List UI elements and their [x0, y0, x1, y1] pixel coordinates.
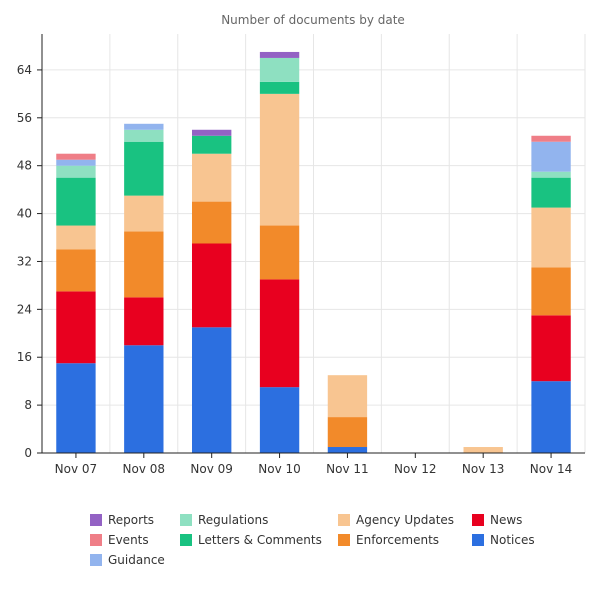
bar-segment-letters-comments[interactable] [531, 177, 571, 208]
legend-swatch [338, 534, 350, 546]
legend-swatch [338, 514, 350, 526]
bar-segment-reports[interactable] [192, 129, 232, 136]
x-tick-label: Nov 12 [394, 462, 437, 476]
bar-segment-enforcements[interactable] [531, 267, 571, 316]
legend-item[interactable]: News [472, 513, 522, 527]
legend-item[interactable]: Agency Updates [338, 513, 454, 527]
y-tick-label: 24 [17, 302, 32, 316]
legend-item[interactable]: Enforcements [338, 533, 439, 547]
x-tick-label: Nov 07 [55, 462, 98, 476]
bar-segment-notices[interactable] [124, 345, 164, 453]
bar-segment-notices[interactable] [531, 381, 571, 453]
bar-segment-regulations[interactable] [124, 129, 164, 142]
bar-stack [531, 135, 571, 453]
bar-segment-enforcements[interactable] [327, 417, 368, 448]
bar-segment-enforcements[interactable] [259, 225, 300, 280]
legend-swatch [180, 514, 192, 526]
x-tick-label: Nov 13 [462, 462, 505, 476]
legend-label: Enforcements [356, 533, 439, 547]
x-tick-label: Nov 11 [326, 462, 369, 476]
bar-segment-guidance[interactable] [531, 141, 571, 172]
x-tick-label: Nov 09 [190, 462, 233, 476]
bar-segment-agency-updates[interactable] [56, 225, 96, 250]
bar-segment-letters-comments[interactable] [56, 177, 96, 226]
y-tick-label: 0 [24, 446, 32, 460]
y-tick-label: 40 [17, 207, 32, 221]
bar-segment-enforcements[interactable] [124, 231, 164, 298]
axes [37, 34, 585, 458]
bar-stack [327, 375, 368, 453]
bar-segment-news[interactable] [56, 291, 96, 364]
legend-item[interactable]: Reports [90, 513, 154, 527]
legend-label: Notices [490, 533, 535, 547]
legend-item[interactable]: Regulations [180, 513, 268, 527]
bar-segment-enforcements[interactable] [56, 249, 96, 292]
bar-stack [463, 447, 503, 453]
bar-segment-regulations[interactable] [259, 57, 300, 82]
bar-segment-agency-updates[interactable] [531, 207, 571, 268]
y-tick-label: 56 [17, 111, 32, 125]
bar-segment-letters-comments[interactable] [192, 135, 232, 154]
legend-item[interactable]: Guidance [90, 553, 165, 567]
x-tick-label: Nov 08 [123, 462, 166, 476]
legend-swatch [472, 514, 484, 526]
bar-stack [192, 129, 232, 453]
bar-segment-news[interactable] [192, 243, 232, 328]
bar-segment-notices[interactable] [327, 447, 368, 453]
legend: Reports Events Guidance Regulations Letters … [90, 513, 535, 567]
bar-segment-notices[interactable] [259, 387, 300, 453]
y-tick-label: 48 [17, 159, 32, 173]
legend-swatch [472, 534, 484, 546]
bar-segment-agency-updates[interactable] [192, 153, 232, 202]
legend-label: Regulations [198, 513, 268, 527]
x-tick-label: Nov 14 [530, 462, 573, 476]
legend-label: Reports [108, 513, 154, 527]
bar-segment-reports[interactable] [259, 51, 300, 58]
y-axis-ticks: 0 8 16 24 32 40 48 56 64 [17, 63, 32, 460]
legend-label: Agency Updates [356, 513, 454, 527]
legend-label: Guidance [108, 553, 165, 567]
bar-segment-notices[interactable] [192, 327, 232, 453]
y-tick-label: 16 [17, 350, 32, 364]
bar-segment-events[interactable] [531, 135, 571, 142]
legend-label: Letters & Comments [198, 533, 322, 547]
bar-segment-news[interactable] [531, 315, 571, 382]
bar-segment-regulations[interactable] [56, 165, 96, 178]
bar-segment-news[interactable] [259, 279, 300, 388]
bar-stack [124, 123, 164, 453]
legend-swatch [180, 534, 192, 546]
grid-lines [42, 34, 586, 453]
bar-segment-agency-updates[interactable] [124, 195, 164, 232]
legend-swatch [90, 554, 102, 566]
bar-segment-letters-comments[interactable] [259, 81, 300, 94]
bar-stack [259, 51, 300, 453]
legend-item[interactable]: Events [90, 533, 149, 547]
x-axis-ticks: Nov 07 Nov 08 Nov 09 Nov 10 Nov 11 Nov 12 Nov … [55, 462, 573, 476]
bar-segment-guidance[interactable] [56, 159, 96, 166]
bar-segment-events[interactable] [56, 153, 96, 160]
x-tick-label: Nov 10 [258, 462, 301, 476]
legend-item[interactable]: Notices [472, 533, 535, 547]
bar-segment-news[interactable] [124, 297, 164, 346]
bar-segment-guidance[interactable] [124, 123, 164, 130]
bar-segment-regulations[interactable] [531, 171, 571, 178]
bar-stack [56, 153, 96, 453]
bars [56, 51, 571, 453]
legend-swatch [90, 514, 102, 526]
legend-item[interactable]: Letters & Comments [180, 533, 322, 547]
legend-swatch [90, 534, 102, 546]
bar-segment-notices[interactable] [56, 363, 96, 453]
y-tick-label: 32 [17, 254, 32, 268]
bar-segment-letters-comments[interactable] [124, 141, 164, 196]
bar-segment-agency-updates[interactable] [327, 375, 368, 418]
legend-label: News [490, 513, 522, 527]
y-tick-label: 8 [24, 398, 32, 412]
bar-segment-agency-updates[interactable] [259, 93, 300, 226]
y-tick-label: 64 [17, 63, 32, 77]
legend-label: Events [108, 533, 149, 547]
bar-segment-agency-updates[interactable] [463, 447, 503, 453]
bar-segment-enforcements[interactable] [192, 201, 232, 244]
chart-title: Number of documents by date [221, 13, 405, 27]
